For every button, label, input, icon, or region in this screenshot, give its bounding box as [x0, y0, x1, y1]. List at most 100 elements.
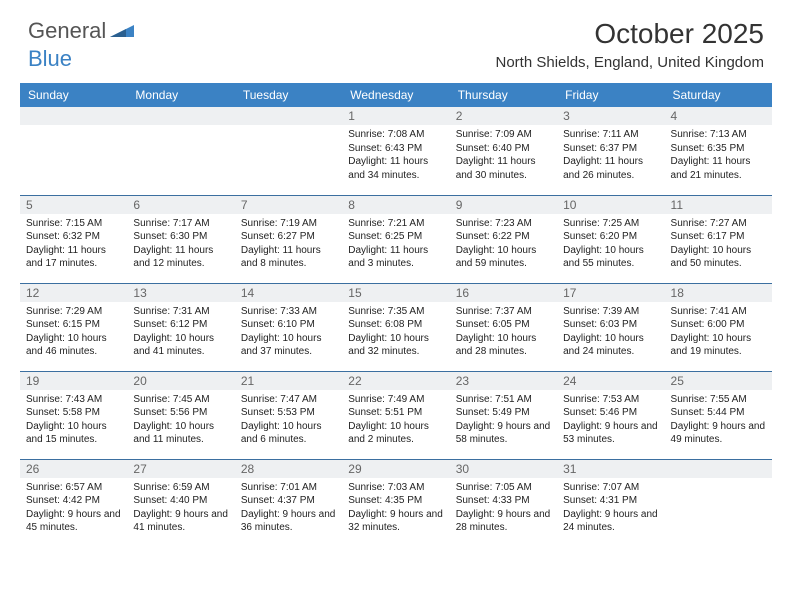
page-header: General October 2025 North Shields, Engl… [0, 0, 792, 83]
calendar-day-cell: 19Sunrise: 7:43 AMSunset: 5:58 PMDayligh… [20, 371, 127, 459]
calendar-day-cell: 14Sunrise: 7:33 AMSunset: 6:10 PMDayligh… [235, 283, 342, 371]
calendar-body: 1Sunrise: 7:08 AMSunset: 6:43 PMDaylight… [20, 107, 772, 547]
calendar-day-cell: 31Sunrise: 7:07 AMSunset: 4:31 PMDayligh… [557, 459, 664, 547]
calendar-week-row: 12Sunrise: 7:29 AMSunset: 6:15 PMDayligh… [20, 283, 772, 371]
day-number: 6 [127, 196, 234, 214]
day-details: Sunrise: 7:01 AMSunset: 4:37 PMDaylight:… [235, 478, 342, 537]
brand-part1: General [28, 18, 106, 44]
calendar-day-cell: 24Sunrise: 7:53 AMSunset: 5:46 PMDayligh… [557, 371, 664, 459]
calendar-day-cell: 22Sunrise: 7:49 AMSunset: 5:51 PMDayligh… [342, 371, 449, 459]
calendar-week-row: 5Sunrise: 7:15 AMSunset: 6:32 PMDaylight… [20, 195, 772, 283]
day-details: Sunrise: 7:23 AMSunset: 6:22 PMDaylight:… [450, 214, 557, 273]
day-header: Monday [127, 83, 234, 107]
day-number: 30 [450, 460, 557, 478]
day-number-empty [20, 107, 127, 125]
calendar-day-cell: 1Sunrise: 7:08 AMSunset: 6:43 PMDaylight… [342, 107, 449, 195]
calendar-week-row: 1Sunrise: 7:08 AMSunset: 6:43 PMDaylight… [20, 107, 772, 195]
calendar-empty-cell [665, 459, 772, 547]
day-number: 20 [127, 372, 234, 390]
day-header: Thursday [450, 83, 557, 107]
day-number: 22 [342, 372, 449, 390]
calendar-day-cell: 15Sunrise: 7:35 AMSunset: 6:08 PMDayligh… [342, 283, 449, 371]
calendar-day-cell: 23Sunrise: 7:51 AMSunset: 5:49 PMDayligh… [450, 371, 557, 459]
day-details: Sunrise: 7:35 AMSunset: 6:08 PMDaylight:… [342, 302, 449, 361]
day-details: Sunrise: 7:07 AMSunset: 4:31 PMDaylight:… [557, 478, 664, 537]
day-number: 27 [127, 460, 234, 478]
calendar-day-cell: 5Sunrise: 7:15 AMSunset: 6:32 PMDaylight… [20, 195, 127, 283]
calendar-day-cell: 21Sunrise: 7:47 AMSunset: 5:53 PMDayligh… [235, 371, 342, 459]
day-number: 18 [665, 284, 772, 302]
day-details: Sunrise: 7:25 AMSunset: 6:20 PMDaylight:… [557, 214, 664, 273]
day-details: Sunrise: 7:19 AMSunset: 6:27 PMDaylight:… [235, 214, 342, 273]
brand-logo: General [28, 18, 136, 44]
day-details: Sunrise: 7:47 AMSunset: 5:53 PMDaylight:… [235, 390, 342, 449]
calendar-day-cell: 18Sunrise: 7:41 AMSunset: 6:00 PMDayligh… [665, 283, 772, 371]
day-header: Friday [557, 83, 664, 107]
day-number-empty [665, 460, 772, 478]
day-details: Sunrise: 7:41 AMSunset: 6:00 PMDaylight:… [665, 302, 772, 361]
day-number: 21 [235, 372, 342, 390]
brand-part2-wrap: Blue [28, 46, 72, 72]
day-number: 4 [665, 107, 772, 125]
day-number: 3 [557, 107, 664, 125]
day-number: 31 [557, 460, 664, 478]
day-details: Sunrise: 7:31 AMSunset: 6:12 PMDaylight:… [127, 302, 234, 361]
calendar-day-cell: 29Sunrise: 7:03 AMSunset: 4:35 PMDayligh… [342, 459, 449, 547]
day-details: Sunrise: 7:49 AMSunset: 5:51 PMDaylight:… [342, 390, 449, 449]
calendar-day-cell: 8Sunrise: 7:21 AMSunset: 6:25 PMDaylight… [342, 195, 449, 283]
calendar-table: SundayMondayTuesdayWednesdayThursdayFrid… [20, 83, 772, 547]
day-number: 15 [342, 284, 449, 302]
calendar-empty-cell [20, 107, 127, 195]
calendar-day-cell: 26Sunrise: 6:57 AMSunset: 4:42 PMDayligh… [20, 459, 127, 547]
day-details: Sunrise: 7:33 AMSunset: 6:10 PMDaylight:… [235, 302, 342, 361]
day-number: 25 [665, 372, 772, 390]
title-block: October 2025 North Shields, England, Uni… [496, 18, 765, 77]
day-details: Sunrise: 7:05 AMSunset: 4:33 PMDaylight:… [450, 478, 557, 537]
day-number: 23 [450, 372, 557, 390]
location-text: North Shields, England, United Kingdom [496, 54, 765, 71]
day-header: Tuesday [235, 83, 342, 107]
day-details: Sunrise: 7:21 AMSunset: 6:25 PMDaylight:… [342, 214, 449, 273]
day-details: Sunrise: 7:17 AMSunset: 6:30 PMDaylight:… [127, 214, 234, 273]
day-details: Sunrise: 7:11 AMSunset: 6:37 PMDaylight:… [557, 125, 664, 184]
day-header: Sunday [20, 83, 127, 107]
day-details: Sunrise: 7:13 AMSunset: 6:35 PMDaylight:… [665, 125, 772, 184]
day-number: 2 [450, 107, 557, 125]
day-header-row: SundayMondayTuesdayWednesdayThursdayFrid… [20, 83, 772, 107]
brand-triangle-icon [110, 21, 134, 42]
calendar-week-row: 19Sunrise: 7:43 AMSunset: 5:58 PMDayligh… [20, 371, 772, 459]
calendar-day-cell: 9Sunrise: 7:23 AMSunset: 6:22 PMDaylight… [450, 195, 557, 283]
calendar-day-cell: 20Sunrise: 7:45 AMSunset: 5:56 PMDayligh… [127, 371, 234, 459]
day-details: Sunrise: 7:29 AMSunset: 6:15 PMDaylight:… [20, 302, 127, 361]
calendar-day-cell: 13Sunrise: 7:31 AMSunset: 6:12 PMDayligh… [127, 283, 234, 371]
calendar-week-row: 26Sunrise: 6:57 AMSunset: 4:42 PMDayligh… [20, 459, 772, 547]
day-details: Sunrise: 7:09 AMSunset: 6:40 PMDaylight:… [450, 125, 557, 184]
calendar-day-cell: 28Sunrise: 7:01 AMSunset: 4:37 PMDayligh… [235, 459, 342, 547]
calendar-empty-cell [127, 107, 234, 195]
day-number: 13 [127, 284, 234, 302]
day-details: Sunrise: 7:53 AMSunset: 5:46 PMDaylight:… [557, 390, 664, 449]
day-details: Sunrise: 7:43 AMSunset: 5:58 PMDaylight:… [20, 390, 127, 449]
calendar-day-cell: 27Sunrise: 6:59 AMSunset: 4:40 PMDayligh… [127, 459, 234, 547]
calendar-day-cell: 4Sunrise: 7:13 AMSunset: 6:35 PMDaylight… [665, 107, 772, 195]
day-details: Sunrise: 7:55 AMSunset: 5:44 PMDaylight:… [665, 390, 772, 449]
day-number: 12 [20, 284, 127, 302]
day-number: 9 [450, 196, 557, 214]
calendar-day-cell: 11Sunrise: 7:27 AMSunset: 6:17 PMDayligh… [665, 195, 772, 283]
month-title: October 2025 [496, 18, 765, 50]
calendar-day-cell: 7Sunrise: 7:19 AMSunset: 6:27 PMDaylight… [235, 195, 342, 283]
day-number-empty [127, 107, 234, 125]
day-details: Sunrise: 7:15 AMSunset: 6:32 PMDaylight:… [20, 214, 127, 273]
day-number: 5 [20, 196, 127, 214]
calendar-day-cell: 16Sunrise: 7:37 AMSunset: 6:05 PMDayligh… [450, 283, 557, 371]
day-number: 26 [20, 460, 127, 478]
day-number-empty [235, 107, 342, 125]
calendar-day-cell: 2Sunrise: 7:09 AMSunset: 6:40 PMDaylight… [450, 107, 557, 195]
calendar-empty-cell [235, 107, 342, 195]
calendar-head: SundayMondayTuesdayWednesdayThursdayFrid… [20, 83, 772, 107]
day-number: 19 [20, 372, 127, 390]
day-header: Wednesday [342, 83, 449, 107]
day-number: 29 [342, 460, 449, 478]
day-header: Saturday [665, 83, 772, 107]
day-number: 11 [665, 196, 772, 214]
